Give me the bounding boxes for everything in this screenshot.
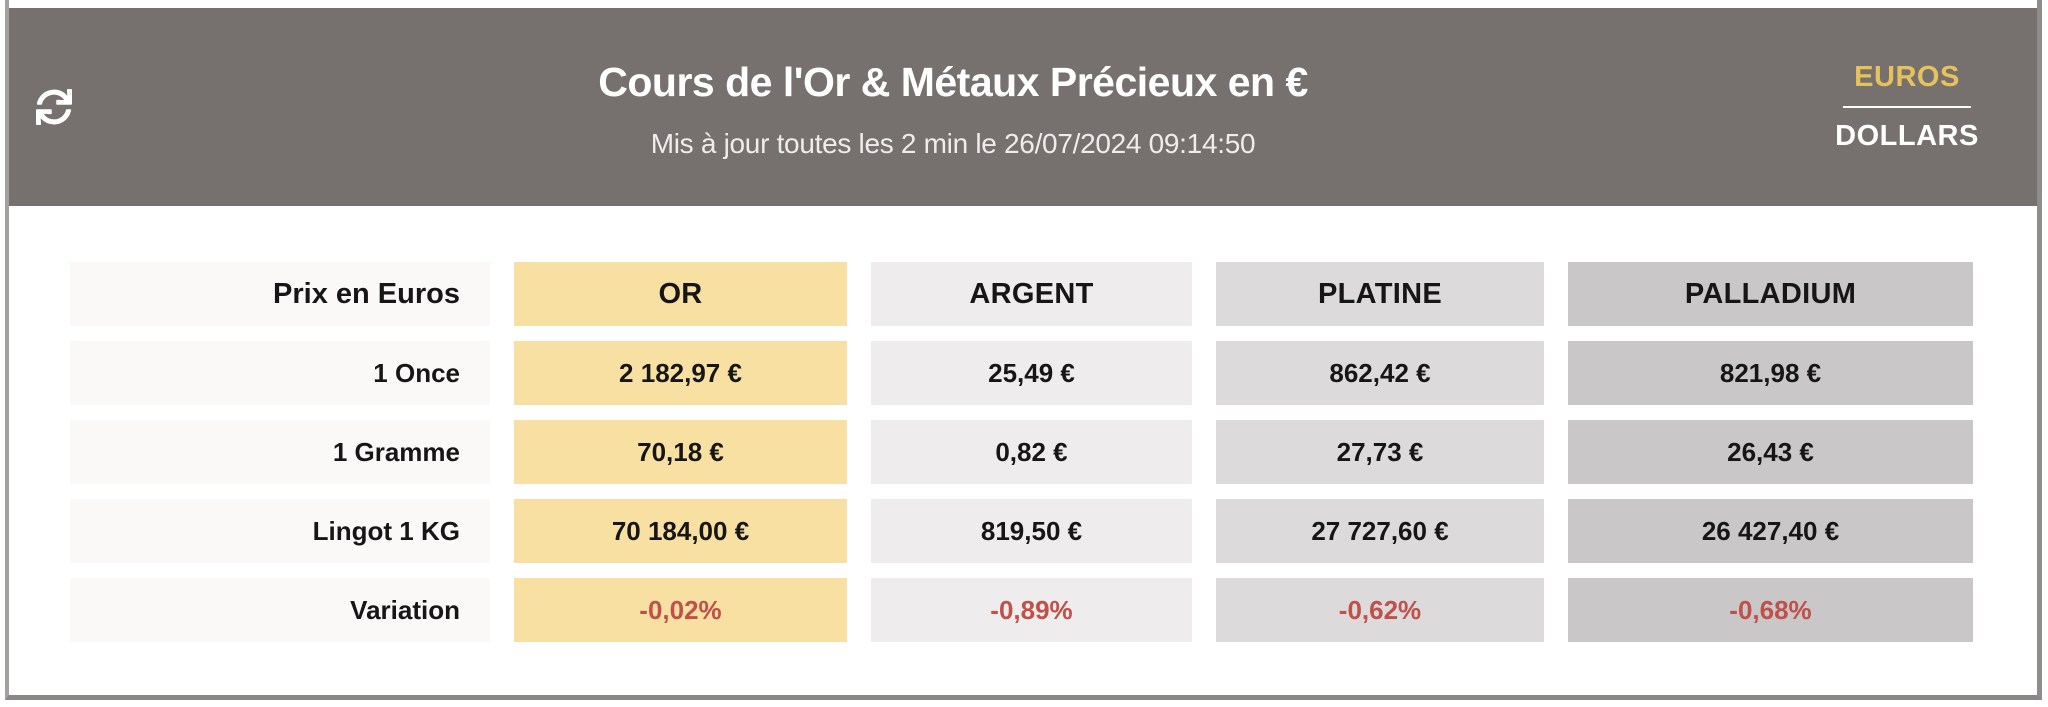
update-timestamp: Mis à jour toutes les 2 min le 26/07/202…	[650, 127, 1256, 159]
currency-option-euros[interactable]: EUROS	[1854, 61, 1960, 93]
value-once-argent: 25,49 €	[871, 341, 1192, 405]
row-label-lingot: Lingot 1 KG	[70, 499, 490, 563]
refresh-zone	[9, 8, 99, 206]
variation-argent: -0,89%	[871, 578, 1192, 642]
value-lingot-palladium: 26 427,40 €	[1568, 499, 1973, 563]
refresh-sync-icon	[36, 89, 72, 125]
currency-divider	[1843, 106, 1971, 108]
column-header-platine: PLATINE	[1216, 262, 1544, 326]
row-label-variation: Variation	[70, 578, 490, 642]
column-header-palladium: PALLADIUM	[1568, 262, 1973, 326]
row-label-once: 1 Once	[70, 341, 490, 405]
column-header-or: OR	[514, 262, 847, 326]
value-lingot-argent: 819,50 €	[871, 499, 1192, 563]
value-gramme-or: 70,18 €	[514, 420, 847, 484]
variation-palladium: -0,68%	[1568, 578, 1973, 642]
value-gramme-argent: 0,82 €	[871, 420, 1192, 484]
title-zone: Cours de l'Or & Métaux Précieux en € Mis…	[99, 8, 1807, 206]
table-corner-label: Prix en Euros	[70, 262, 490, 326]
refresh-button[interactable]	[36, 89, 72, 125]
value-gramme-platine: 27,73 €	[1216, 420, 1544, 484]
gold-price-widget: Cours de l'Or & Métaux Précieux en € Mis…	[5, 0, 2042, 700]
currency-option-dollars[interactable]: DOLLARS	[1835, 120, 1979, 152]
row-label-gramme: 1 Gramme	[70, 420, 490, 484]
variation-or: -0,02%	[514, 578, 847, 642]
column-header-argent: ARGENT	[871, 262, 1192, 326]
value-lingot-or: 70 184,00 €	[514, 499, 847, 563]
value-once-platine: 862,42 €	[1216, 341, 1544, 405]
value-lingot-platine: 27 727,60 €	[1216, 499, 1544, 563]
header-bar: Cours de l'Or & Métaux Précieux en € Mis…	[9, 8, 2037, 206]
page-title: Cours de l'Or & Métaux Précieux en €	[598, 58, 1308, 105]
currency-toggle: EUROS DOLLARS	[1807, 8, 2007, 206]
value-once-or: 2 182,97 €	[514, 341, 847, 405]
price-table: Prix en Euros OR ARGENT PLATINE PALLADIU…	[70, 262, 2037, 642]
variation-platine: -0,62%	[1216, 578, 1544, 642]
value-once-palladium: 821,98 €	[1568, 341, 1973, 405]
value-gramme-palladium: 26,43 €	[1568, 420, 1973, 484]
